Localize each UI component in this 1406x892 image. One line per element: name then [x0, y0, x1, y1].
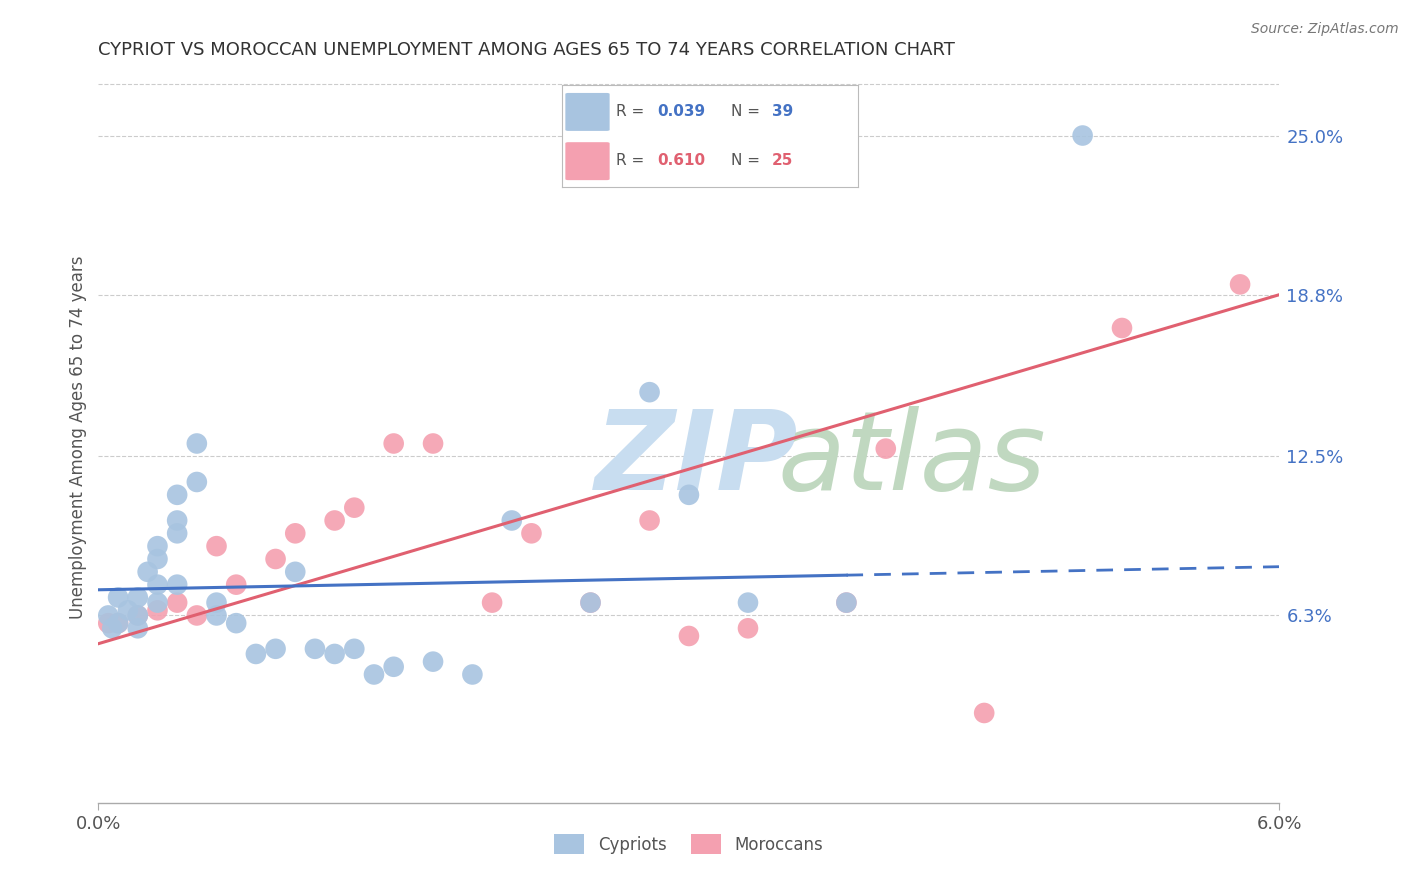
Point	[205, 608, 228, 623]
Point	[343, 500, 366, 515]
Point	[520, 526, 543, 541]
Point	[501, 514, 523, 528]
Point	[835, 596, 858, 610]
Point	[127, 591, 149, 605]
Point	[422, 655, 444, 669]
Text: N =: N =	[731, 103, 765, 119]
Point	[205, 539, 228, 553]
Point	[186, 436, 208, 450]
Text: 0.039: 0.039	[657, 103, 704, 119]
Point	[166, 526, 188, 541]
Point	[166, 596, 188, 610]
Text: 25: 25	[772, 153, 793, 169]
Point	[343, 641, 366, 656]
Point	[146, 539, 169, 553]
Point	[678, 629, 700, 643]
Point	[678, 488, 700, 502]
Point	[97, 608, 120, 623]
Text: atlas: atlas	[778, 406, 1046, 513]
Point	[461, 667, 484, 681]
Text: R =: R =	[616, 103, 648, 119]
Point	[117, 603, 139, 617]
Point	[1111, 321, 1133, 335]
Point	[166, 514, 188, 528]
Point	[97, 616, 120, 631]
Point	[737, 596, 759, 610]
Point	[875, 442, 897, 456]
Text: CYPRIOT VS MOROCCAN UNEMPLOYMENT AMONG AGES 65 TO 74 YEARS CORRELATION CHART: CYPRIOT VS MOROCCAN UNEMPLOYMENT AMONG A…	[98, 41, 955, 59]
Point	[127, 608, 149, 623]
Point	[382, 660, 405, 674]
Point	[101, 621, 124, 635]
Point	[166, 577, 188, 591]
Point	[264, 552, 287, 566]
Point	[323, 514, 346, 528]
Point	[973, 706, 995, 720]
Point	[382, 436, 405, 450]
Point	[186, 475, 208, 489]
Point	[107, 591, 129, 605]
Point	[481, 596, 503, 610]
FancyBboxPatch shape	[565, 93, 610, 131]
Text: 0.610: 0.610	[657, 153, 704, 169]
Point	[146, 552, 169, 566]
Point	[146, 596, 169, 610]
Point	[737, 621, 759, 635]
Point	[363, 667, 385, 681]
Point	[146, 603, 169, 617]
Point	[127, 608, 149, 623]
Y-axis label: Unemployment Among Ages 65 to 74 years: Unemployment Among Ages 65 to 74 years	[69, 255, 87, 619]
Point	[579, 596, 602, 610]
Point	[638, 385, 661, 400]
Point	[127, 621, 149, 635]
Point	[422, 436, 444, 450]
Text: Source: ZipAtlas.com: Source: ZipAtlas.com	[1251, 22, 1399, 37]
Point	[245, 647, 267, 661]
Point	[107, 616, 129, 631]
Point	[205, 596, 228, 610]
Point	[284, 565, 307, 579]
Point	[225, 616, 247, 631]
FancyBboxPatch shape	[565, 142, 610, 180]
Point	[166, 488, 188, 502]
Point	[1071, 128, 1094, 143]
Point	[304, 641, 326, 656]
Point	[225, 577, 247, 591]
Point	[284, 526, 307, 541]
Point	[107, 616, 129, 631]
Point	[136, 565, 159, 579]
Text: R =: R =	[616, 153, 648, 169]
Point	[146, 577, 169, 591]
Point	[835, 596, 858, 610]
Point	[323, 647, 346, 661]
Text: ZIP: ZIP	[595, 406, 799, 513]
Text: 39: 39	[772, 103, 793, 119]
Point	[579, 596, 602, 610]
Point	[638, 514, 661, 528]
Text: N =: N =	[731, 153, 765, 169]
Point	[186, 608, 208, 623]
Point	[264, 641, 287, 656]
Legend: Cypriots, Moroccans: Cypriots, Moroccans	[548, 828, 830, 860]
Point	[1229, 277, 1251, 292]
